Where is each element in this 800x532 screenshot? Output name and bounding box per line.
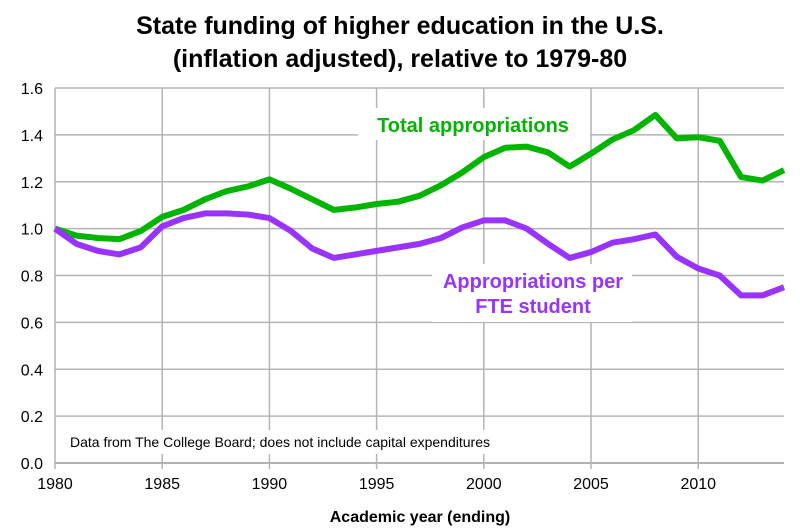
x-tick-label: 1985	[144, 476, 180, 493]
series-label: FTE student	[475, 296, 591, 318]
x-tick-label: 1990	[252, 476, 288, 493]
chart-title-line2: (inflation adjusted), relative to 1979-8…	[173, 45, 627, 73]
y-tick-label: 0.4	[21, 362, 43, 379]
series-label: Total appropriations	[377, 115, 569, 137]
y-tick-label: 0.0	[21, 456, 43, 473]
series-label-background	[432, 264, 632, 322]
series-line-total-appropriations	[54, 111, 786, 243]
series-line-per-fte-student	[53, 210, 786, 299]
y-tick-label: 0.2	[21, 409, 43, 426]
x-tick-label: 2005	[573, 476, 609, 493]
note-background	[64, 430, 588, 454]
x-tick-label: 2000	[466, 476, 502, 493]
x-axis-label: Academic year (ending)	[330, 509, 511, 526]
y-tick-label: 0.8	[21, 269, 43, 286]
series-label: Appropriations per	[443, 271, 623, 293]
y-tick-label: 1.0	[21, 222, 43, 239]
y-tick-label: 1.2	[21, 175, 43, 192]
chart-title-line1: State funding of higher education in the…	[136, 12, 664, 40]
data-source-note: Data from The College Board; does not in…	[70, 434, 490, 450]
y-tick-label: 1.4	[21, 128, 43, 145]
series-label-background	[358, 108, 590, 140]
x-tick-label: 2010	[680, 476, 716, 493]
y-tick-label: 0.6	[21, 315, 43, 332]
x-tick-label: 1980	[37, 476, 73, 493]
y-tick-label: 1.6	[21, 81, 43, 98]
x-tick-label: 1995	[359, 476, 395, 493]
